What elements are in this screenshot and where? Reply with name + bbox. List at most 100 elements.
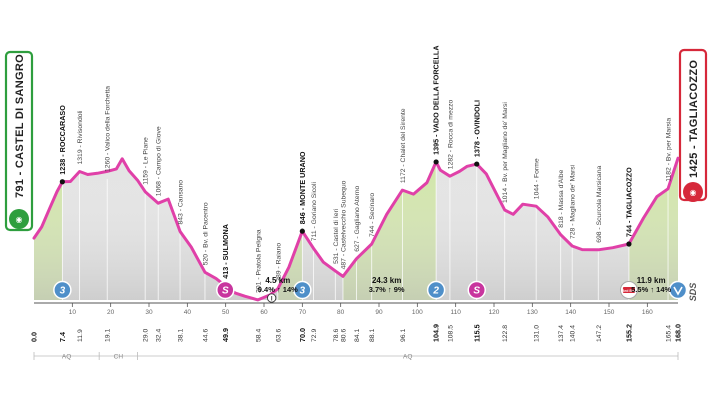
climb-distance-label: 11.9 km bbox=[637, 276, 666, 285]
waypoint-label: 1044 - Forme bbox=[534, 158, 541, 199]
waypoint-label: 1182 - Bv. per Marsia bbox=[666, 118, 673, 182]
waypoint-label: 728 - Magliano de' Marsi bbox=[570, 164, 577, 239]
waypoint-label: 1068 - Campo di Giove bbox=[156, 126, 163, 196]
feed-zone-icon bbox=[467, 280, 486, 300]
waypoint-km-label: 58.4 bbox=[255, 329, 262, 342]
waypoint-km-label: 38.1 bbox=[178, 329, 185, 342]
distance-tick-label: 110 bbox=[450, 309, 461, 316]
waypoint-km-label: 96.1 bbox=[400, 329, 407, 342]
distance-tick-label: 30 bbox=[145, 309, 153, 316]
waypoint-km-label: 108.5 bbox=[447, 325, 454, 342]
distance-tick-label: 50 bbox=[222, 309, 230, 316]
waypoint-km-label: 122.8 bbox=[502, 325, 509, 342]
start-flag-glyph: ◉ bbox=[16, 215, 23, 224]
waypoint-label: 818 - Massa d'Albe bbox=[558, 170, 565, 228]
waypoint-km-label: 131.0 bbox=[534, 325, 541, 342]
waypoint-km-label: 72.9 bbox=[311, 329, 318, 342]
waypoint-km-label: 140.4 bbox=[570, 325, 577, 342]
waypoint-label: 1378 - OVINDOLI bbox=[472, 100, 481, 157]
waypoint-km-label: 32.4 bbox=[156, 329, 163, 342]
province-label: AQ bbox=[62, 354, 71, 361]
waypoint-dot bbox=[626, 241, 632, 247]
feed-zone-icon-label: S bbox=[222, 286, 229, 297]
waypoint-dot bbox=[474, 161, 480, 167]
waypoint-label: 1260 - Valico della Forchetta bbox=[105, 86, 112, 172]
profile-fill bbox=[34, 158, 678, 300]
waypoint-km-label: 29.0 bbox=[143, 329, 150, 342]
start-badge: ◉ 791 - CASTEL DI SANGRO bbox=[4, 50, 34, 232]
intermediate-badge-icon bbox=[267, 293, 277, 303]
province-bar: AQ CH AQ bbox=[33, 352, 679, 361]
waypoint-km-label: 44.6 bbox=[203, 329, 210, 342]
distance-tick-label: 60 bbox=[260, 309, 268, 316]
gpm-climb-icon bbox=[53, 280, 72, 300]
finish-badge: ◉ 1425 - TAGLIACOZZO bbox=[678, 48, 708, 202]
sds-logo: SDS bbox=[688, 283, 698, 302]
waypoint-km-label: 104.9 bbox=[432, 324, 441, 342]
waypoint-label: 1159 - Le Piane bbox=[143, 137, 150, 185]
distance-tick-label: 80 bbox=[337, 309, 345, 316]
waypoint-label: 413 - SULMONA bbox=[221, 224, 230, 279]
start-label: 791 - CASTEL DI SANGRO bbox=[14, 54, 26, 198]
waypoint-drop-lines bbox=[61, 161, 669, 300]
climb-gradient-label: 5.5% ↑ 14% bbox=[631, 285, 671, 294]
waypoint-label: 843 - Cansano bbox=[178, 180, 185, 225]
waypoint-label: 520 - Bv. di Pacentro bbox=[203, 202, 210, 265]
climb-distance-label: 4.5 km bbox=[265, 276, 290, 285]
waypoint-label: 1282 - Rocca di mezzo bbox=[447, 99, 454, 169]
climb-gradient-label: 9.4% ↑ 14% bbox=[258, 285, 298, 294]
waypoint-km-label: 165.4 bbox=[666, 325, 673, 342]
waypoint-dot bbox=[59, 179, 65, 185]
waypoint-km-label: 115.5 bbox=[472, 324, 481, 342]
distance-tick-label: 70 bbox=[299, 309, 307, 316]
distance-tick-label: 20 bbox=[107, 309, 115, 316]
distance-tick-label: 130 bbox=[527, 309, 538, 316]
waypoint-dot bbox=[299, 228, 305, 234]
waypoint-km-label: 70.0 bbox=[298, 328, 307, 342]
waypoint-km-label: 147.2 bbox=[596, 325, 603, 342]
profile-line-group bbox=[32, 156, 680, 302]
waypoint-km-label: 84.1 bbox=[354, 329, 361, 342]
finish-flag-icon bbox=[683, 182, 703, 202]
distance-tick-label: 160 bbox=[642, 309, 653, 316]
waypoint-km-label: 78.6 bbox=[333, 329, 340, 342]
distance-tick-label: 40 bbox=[184, 309, 192, 316]
stage-markers: 3 S 3 2 S Red Bull I bbox=[53, 280, 688, 303]
profile-area-shade bbox=[34, 158, 678, 300]
feed-zone-icon bbox=[216, 280, 235, 300]
finish-marker-arrow bbox=[673, 286, 683, 296]
sprint-marker-text: Red Bull bbox=[622, 289, 637, 293]
finish-marker-icon bbox=[668, 280, 688, 300]
gpm-climb-icon-label: 3 bbox=[300, 286, 306, 297]
waypoint-label: 627 - Gagliano Aterno bbox=[354, 185, 361, 251]
waypoint-label: 1238 - ROCCARASO bbox=[58, 105, 67, 175]
distance-tick-label: 10 bbox=[69, 309, 77, 316]
gpm-climb-icon-label: 2 bbox=[432, 286, 439, 297]
sprint-marker-logo bbox=[622, 287, 635, 293]
climb-labels: 4.5 km9.4% ↑ 14% 24.3 km3.7% ↑ 9% 11.9 km5… bbox=[258, 276, 672, 294]
finish-flag-glyph: ◉ bbox=[690, 188, 697, 197]
waypoint-label: 301 - Pratola Peligna bbox=[255, 229, 262, 293]
waypoint-km-label: 155.2 bbox=[624, 324, 633, 342]
profile-line bbox=[32, 156, 680, 302]
gpm-climb-icon bbox=[426, 280, 446, 300]
finish-label: 1425 - TAGLIACOZZO bbox=[688, 60, 700, 178]
waypoint-km-label: 63.6 bbox=[275, 329, 282, 342]
waypoint-km-label: 137.4 bbox=[558, 325, 565, 342]
start-flag-icon bbox=[9, 209, 29, 229]
waypoint-label: 711 - Goriano Sicoli bbox=[311, 182, 318, 242]
waypoint-label: 1319 - Rivisondoli bbox=[77, 110, 84, 165]
gpm-climb-icon-label: 3 bbox=[60, 286, 66, 297]
waypoint-label: 846 - MONTE URANO bbox=[298, 151, 307, 224]
waypoint-km-label: 88.1 bbox=[369, 329, 376, 342]
waypoint-label: 487 - Castelvecchio Subequo bbox=[341, 180, 348, 269]
start-badge-frame bbox=[4, 50, 34, 232]
waypoint-km-label: 80.6 bbox=[341, 329, 348, 342]
distance-tick-label: 140 bbox=[565, 309, 576, 316]
distance-tick-label: 120 bbox=[489, 309, 500, 316]
climb-gradient-label: 3.7% ↑ 9% bbox=[369, 285, 405, 294]
feed-zone-icon-label: S bbox=[473, 286, 480, 297]
waypoint-km-label: 19.1 bbox=[105, 329, 112, 342]
